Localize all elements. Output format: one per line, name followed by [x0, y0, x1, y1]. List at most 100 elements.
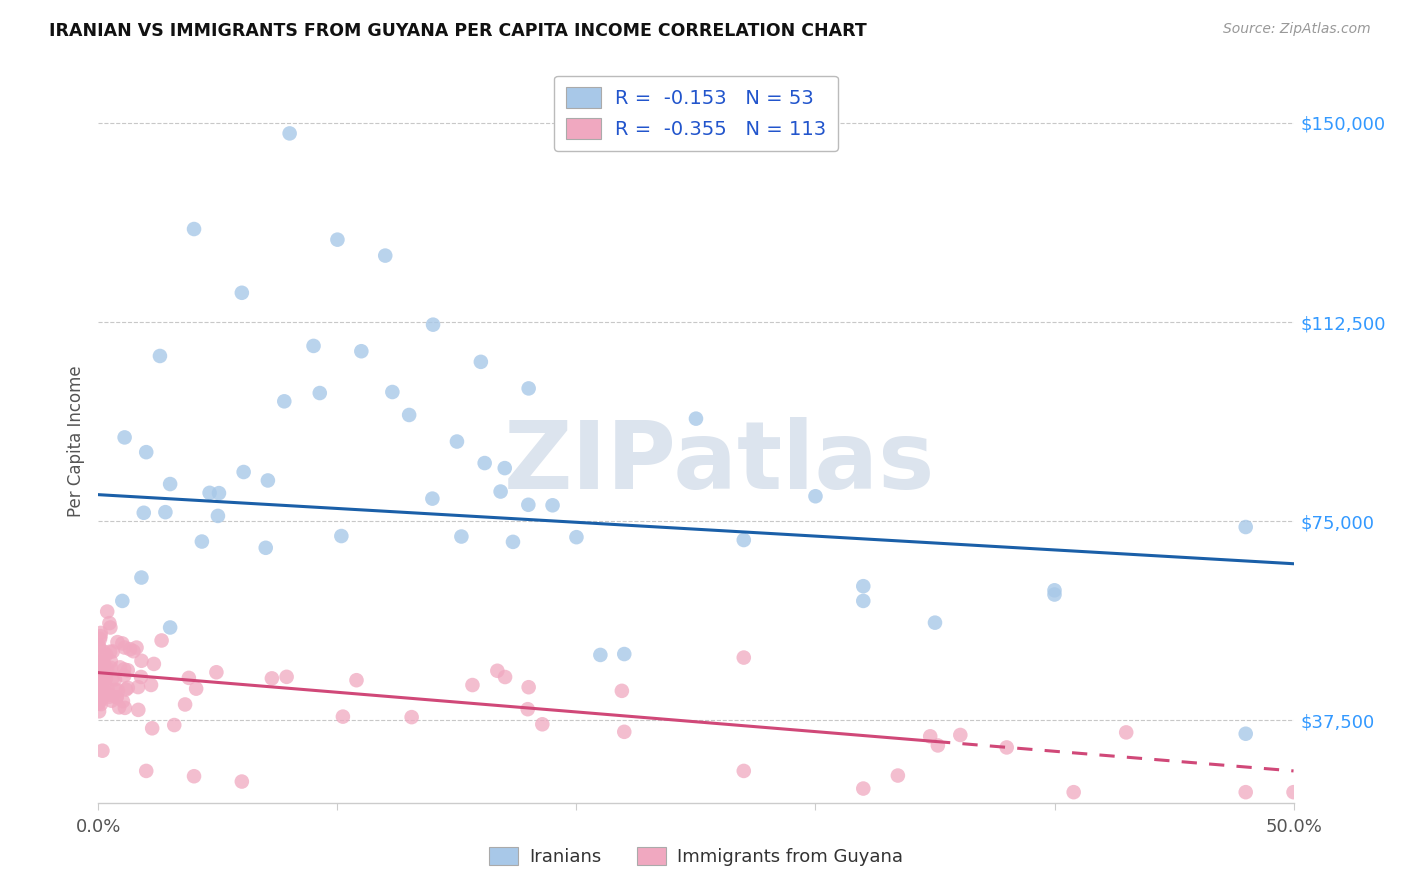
Point — [1234, 727, 1257, 741]
Point — [125, 640, 148, 655]
Point — [565, 530, 588, 544]
Point — [98, 690, 121, 704]
Point — [101, 644, 124, 658]
Point — [90, 692, 112, 706]
Point — [98, 645, 121, 659]
Point — [326, 233, 349, 247]
Point — [89, 669, 111, 683]
Point — [112, 662, 135, 676]
Point — [89, 691, 111, 706]
Point — [117, 663, 139, 677]
Point — [127, 680, 149, 694]
Point — [733, 764, 755, 778]
Point — [949, 728, 972, 742]
Point — [115, 682, 138, 697]
Point — [89, 669, 111, 683]
Point — [87, 695, 110, 709]
Point — [132, 506, 155, 520]
Point — [89, 663, 111, 677]
Point — [422, 318, 444, 332]
Point — [159, 620, 181, 634]
Point — [516, 702, 538, 716]
Point — [94, 671, 117, 685]
Point — [127, 703, 149, 717]
Point — [1063, 785, 1085, 799]
Point — [87, 655, 110, 669]
Point — [330, 529, 353, 543]
Point — [207, 508, 229, 523]
Point — [198, 486, 221, 500]
Point — [257, 474, 280, 488]
Point — [105, 690, 128, 705]
Point — [231, 285, 253, 300]
Point — [613, 724, 636, 739]
Point — [927, 739, 949, 753]
Point — [517, 381, 540, 395]
Text: Source: ZipAtlas.com: Source: ZipAtlas.com — [1223, 22, 1371, 37]
Point — [90, 697, 112, 711]
Point — [177, 671, 200, 685]
Point — [91, 687, 114, 701]
Point — [90, 671, 112, 685]
Point — [96, 662, 118, 676]
Point — [517, 680, 540, 694]
Point — [278, 127, 301, 141]
Point — [1234, 520, 1257, 534]
Point — [685, 411, 707, 425]
Point — [1234, 785, 1257, 799]
Point — [87, 638, 110, 652]
Point — [733, 533, 755, 547]
Point — [995, 740, 1018, 755]
Point — [96, 648, 118, 662]
Point — [502, 534, 524, 549]
Point — [149, 349, 172, 363]
Point — [804, 489, 827, 503]
Point — [94, 677, 117, 691]
Point — [114, 701, 136, 715]
Point — [346, 673, 368, 688]
Point — [108, 700, 131, 714]
Point — [98, 616, 121, 631]
Point — [122, 644, 145, 658]
Point — [381, 384, 404, 399]
Point — [104, 682, 127, 697]
Point — [887, 768, 910, 782]
Point — [302, 339, 325, 353]
Point — [87, 640, 110, 654]
Point — [87, 693, 110, 707]
Point — [489, 484, 512, 499]
Point — [142, 657, 165, 671]
Point — [1282, 785, 1305, 799]
Point — [174, 698, 197, 712]
Point — [91, 744, 114, 758]
Point — [273, 394, 295, 409]
Point — [446, 434, 468, 449]
Point — [183, 769, 205, 783]
Point — [517, 498, 540, 512]
Point — [87, 697, 110, 711]
Point — [733, 650, 755, 665]
Point — [350, 344, 373, 359]
Point — [91, 659, 114, 673]
Point — [1043, 583, 1066, 598]
Point — [96, 605, 118, 619]
Point — [150, 633, 173, 648]
Point — [101, 671, 124, 685]
Point — [131, 570, 153, 584]
Point — [159, 477, 181, 491]
Text: ZIPatlas: ZIPatlas — [505, 417, 935, 509]
Point — [852, 594, 875, 608]
Point — [541, 498, 564, 512]
Point — [232, 465, 254, 479]
Point — [474, 456, 496, 470]
Point — [332, 709, 354, 723]
Point — [1115, 725, 1137, 739]
Point — [470, 355, 492, 369]
Point — [486, 664, 509, 678]
Text: IRANIAN VS IMMIGRANTS FROM GUYANA PER CAPITA INCOME CORRELATION CHART: IRANIAN VS IMMIGRANTS FROM GUYANA PER CA… — [49, 22, 868, 40]
Point — [104, 673, 127, 687]
Point — [89, 682, 111, 697]
Point — [141, 721, 163, 735]
Point — [254, 541, 277, 555]
Point — [276, 670, 298, 684]
